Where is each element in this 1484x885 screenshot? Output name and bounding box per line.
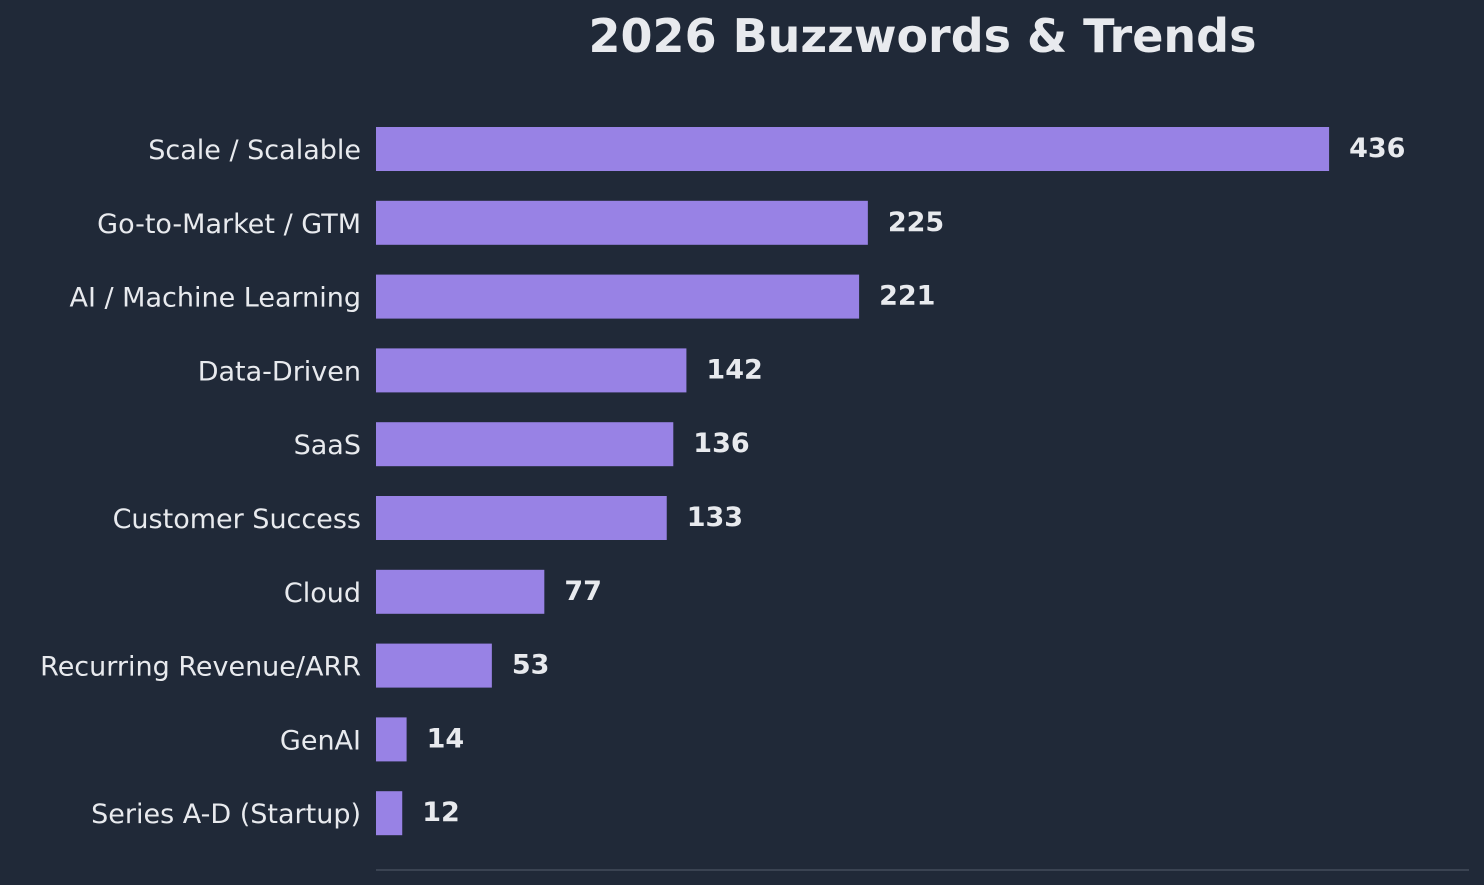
category-label: Cloud	[284, 578, 361, 609]
category-label: Recurring Revenue/ARR	[40, 652, 361, 683]
bar	[376, 643, 492, 688]
value-label: 436	[1349, 133, 1405, 164]
bar	[376, 348, 687, 393]
category-label: AI / Machine Learning	[69, 283, 361, 314]
value-label: 133	[687, 502, 743, 533]
bar	[376, 496, 667, 540]
value-label: 14	[427, 723, 465, 754]
category-label: Scale / Scalable	[148, 135, 361, 166]
bar	[376, 717, 407, 762]
value-label: 136	[693, 428, 749, 459]
value-label: 53	[512, 650, 550, 681]
chart-title: 2026 Buzzwords & Trends	[588, 9, 1257, 63]
category-label: Go-to-Market / GTM	[97, 209, 361, 240]
bar	[376, 422, 674, 467]
bar	[376, 569, 545, 614]
bar	[376, 274, 860, 319]
category-label: GenAI	[280, 725, 361, 756]
value-label: 12	[422, 797, 460, 828]
value-label: 77	[564, 576, 602, 607]
category-label: Data-Driven	[198, 356, 361, 387]
value-label: 142	[706, 354, 762, 385]
category-label: SaaS	[294, 430, 361, 461]
value-label: 221	[879, 281, 935, 312]
value-label: 225	[888, 207, 944, 238]
bar	[376, 200, 868, 245]
category-label: Customer Success	[113, 504, 361, 535]
bar	[376, 791, 403, 836]
category-label: Series A-D (Startup)	[91, 799, 361, 830]
bar	[376, 127, 1330, 171]
